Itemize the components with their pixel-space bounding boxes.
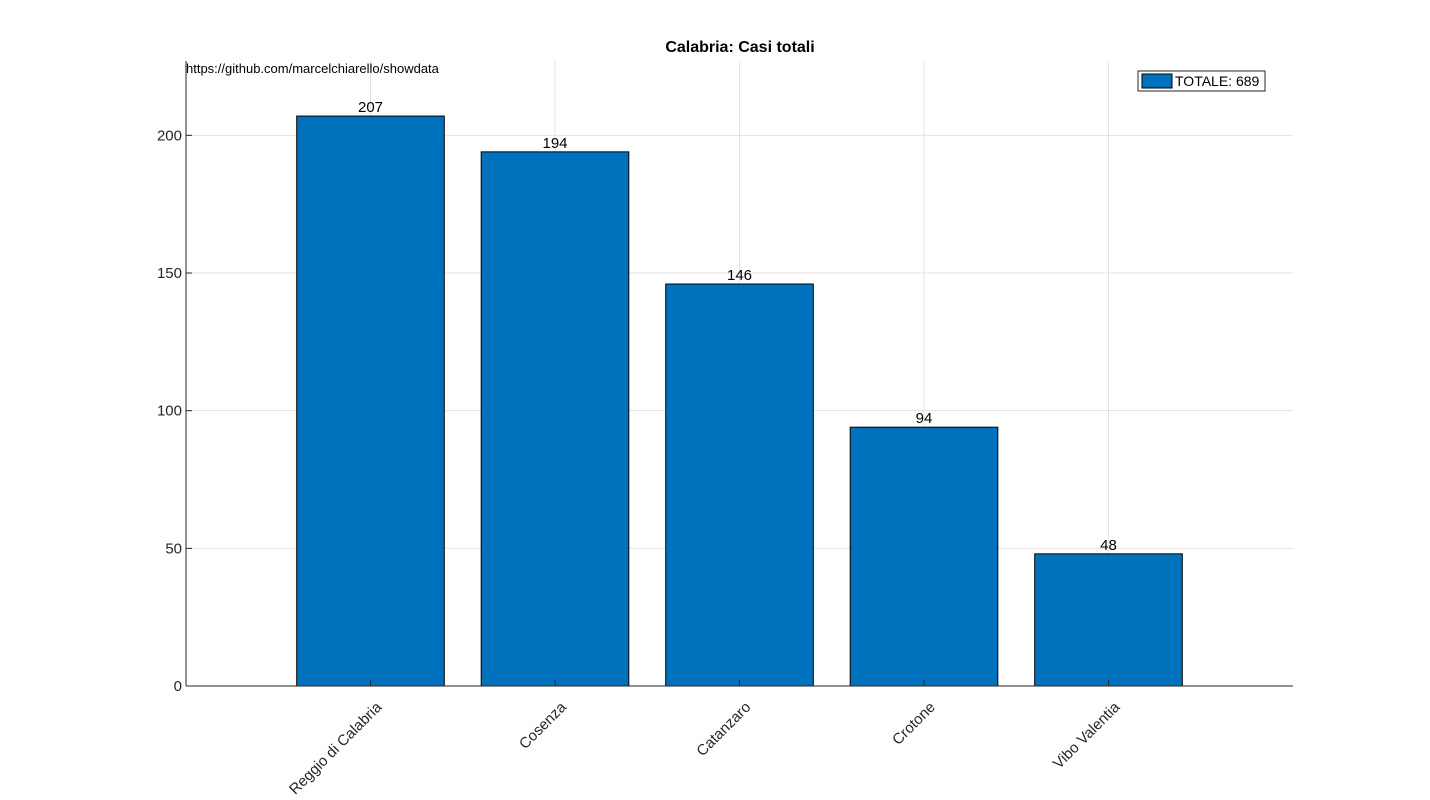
x-tick-label: Cosenza (516, 698, 570, 752)
axes (185, 61, 1293, 687)
data-labels: 207 194 146 94 48 (358, 99, 1117, 554)
chart-title: Calabria: Casi totali (665, 39, 814, 56)
data-label: 207 (358, 99, 383, 116)
y-ticks: 0 50 100 150 200 (157, 127, 182, 695)
data-label: 94 (916, 410, 933, 427)
y-tick-label: 100 (157, 403, 182, 420)
data-label: 146 (727, 267, 752, 284)
bar (665, 283, 814, 687)
x-ticks: Reggio di Calabria Cosenza Catanzaro Croton… (286, 698, 1124, 798)
legend-label: TOTALE: 689 (1175, 73, 1260, 89)
x-tick-label: Catanzaro (693, 699, 754, 760)
y-tick-label: 0 (174, 678, 182, 695)
data-label: 48 (1100, 537, 1117, 554)
legend-swatch (1141, 73, 1173, 89)
source-url: https://github.com/marcelchiarello/showd… (186, 61, 440, 76)
bar (296, 115, 445, 687)
x-tick-label: Reggio di Calabria (286, 698, 386, 798)
y-tick-label: 50 (165, 540, 182, 557)
bar (480, 151, 630, 687)
data-label: 194 (542, 135, 567, 152)
y-tick-label: 200 (157, 127, 182, 144)
bar (849, 426, 999, 687)
x-tick-label: Vibo Valentia (1050, 698, 1124, 772)
x-tick-label: Crotone (889, 699, 939, 749)
y-tick-label: 150 (157, 265, 182, 282)
bar (1034, 553, 1183, 687)
legend: TOTALE: 689 (1137, 70, 1266, 92)
